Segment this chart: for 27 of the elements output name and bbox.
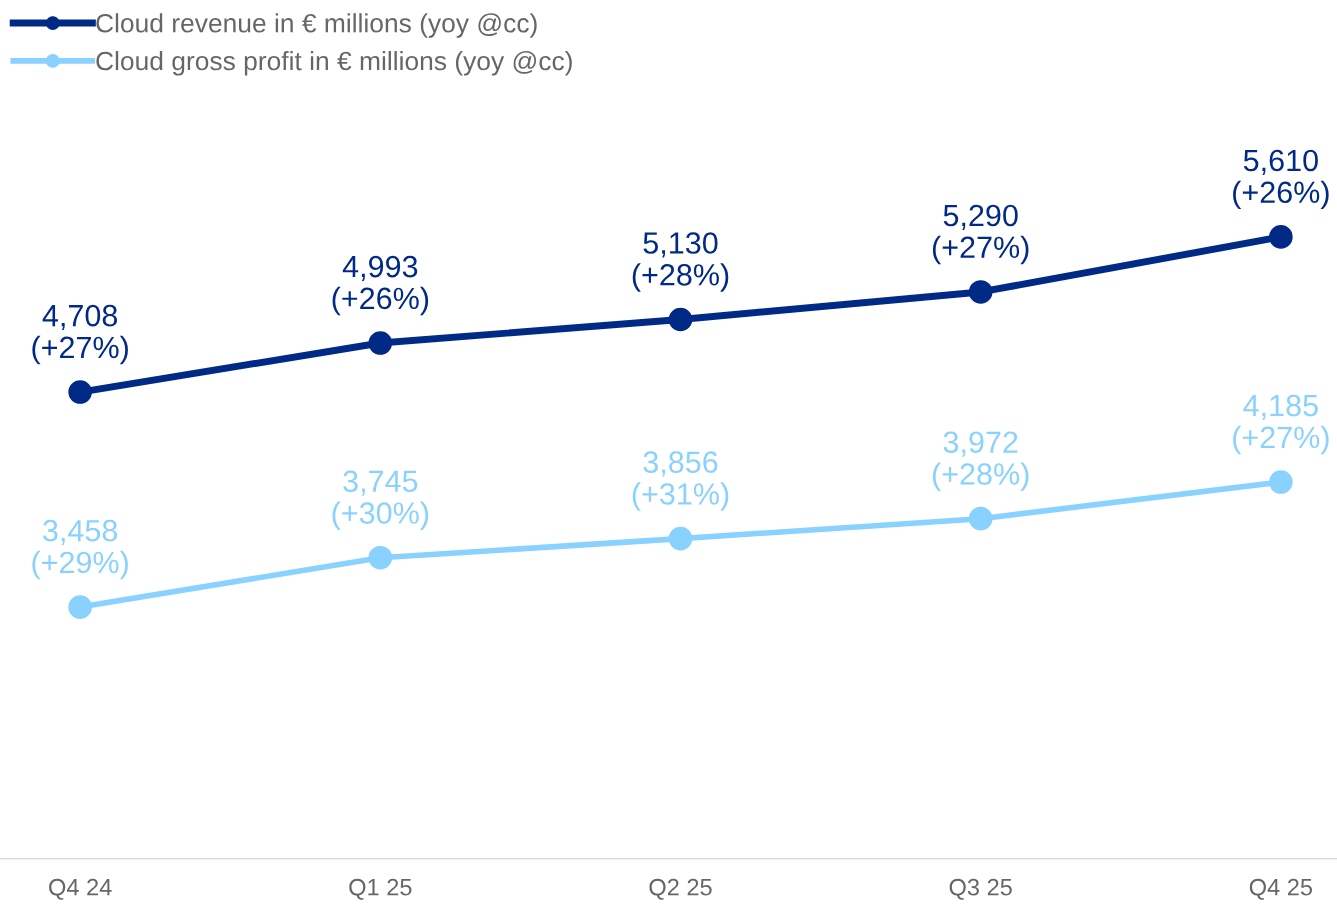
point [668, 526, 693, 551]
point [368, 545, 393, 570]
point [368, 331, 393, 355]
x-tick-label: Q3 25 [949, 878, 1012, 900]
point [668, 307, 693, 332]
point [68, 380, 92, 404]
x-tick-label: Q4 24 [49, 878, 112, 900]
point [68, 595, 92, 619]
data-label: 3,856 (+31%) [632, 451, 729, 511]
data-label: 3,745 (+30%) [332, 470, 429, 530]
legend-label: Cloud gross profit in € millions (yoy @cc) [96, 50, 572, 76]
data-label: 4,185 (+27%) [1233, 394, 1329, 455]
point [1269, 225, 1293, 249]
x-tick-label: Q4 25 [1249, 878, 1313, 900]
legend-label: Cloud revenue in € millions (yoy @cc) [96, 13, 537, 38]
x-tick-label: Q2 25 [649, 878, 712, 900]
data-label: 5,290 (+27%) [932, 204, 1029, 265]
data-label: 5,610 (+26%) [1233, 149, 1329, 210]
data-label: 5,130 (+28%) [632, 232, 729, 292]
data-label: 4,993 (+26%) [332, 255, 429, 316]
data-label: 4,708 (+27%) [32, 304, 128, 365]
point [968, 506, 993, 531]
data-label: 3,458 (+29%) [32, 519, 128, 580]
point [968, 280, 993, 304]
x-tick-label: Q1 25 [349, 878, 412, 900]
data-label: 3,972 (+28%) [932, 431, 1029, 491]
point [1269, 470, 1293, 494]
